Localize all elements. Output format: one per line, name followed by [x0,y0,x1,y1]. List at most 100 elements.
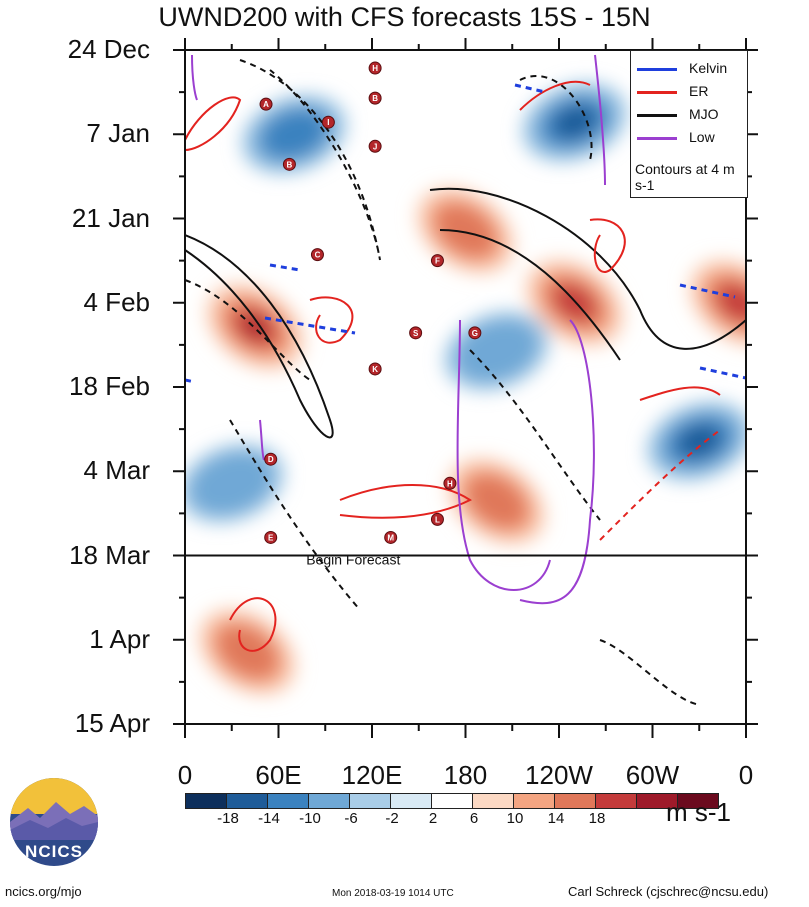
storm-marker: F [430,254,444,268]
storm-marker: J [368,139,382,153]
anomaly-patch [435,203,496,258]
footer-credit: Carl Schreck (cjschrec@ncsu.edu) [568,884,769,899]
storm-marker: S [409,326,423,340]
storm-marker-dot [468,326,482,340]
storm-marker-code: A [263,100,269,109]
y-tick-label: 1 Apr [89,623,150,654]
storm-marker-dot [384,530,398,544]
legend-item: ER [631,82,747,102]
logo-text: NCICS [25,842,83,861]
contour-kelvin [269,263,301,272]
legend-swatch [637,91,677,94]
y-tick-label: 24 Dec [67,34,150,64]
colorbar-swatch [472,793,514,809]
anomaly-patch [718,285,746,321]
legend-item: Kelvin [631,59,747,79]
legend-note: Contours at 4 m s-1 [635,161,735,193]
contour-low [259,419,265,461]
y-tick-label: 15 Apr [74,708,150,738]
contour-er [639,386,721,401]
anomaly-patch [189,450,275,516]
colorbar-swatch [595,793,637,809]
legend-swatch [637,114,677,117]
contour-mjo [439,229,621,361]
y-tick-label: 21 Jan [71,202,150,233]
contour-legend: Kelvin ER MJO Low Contours at 4 m s-1 [630,50,748,198]
contour-mjo [429,187,746,350]
x-tick-label: 0 [177,760,193,790]
footer-url[interactable]: ncics.org/mjo [5,884,82,899]
colorbar-tick-label: -18 [217,810,239,827]
y-tick-label: 4 Mar [83,455,150,486]
contour-er [519,80,591,111]
storm-marker-dot [409,326,423,340]
storm-marker: E [264,530,278,544]
storm-marker-dot [282,157,296,171]
colorbar [185,793,719,809]
chart-title: UWND200 with CFS forecasts 15S - 15N [158,2,651,32]
anomaly-patch [262,110,327,159]
storm-marker-dot [259,97,273,111]
y-tick-label: 18 Feb [69,371,150,401]
contour-mjo [185,279,311,381]
contour-er [589,218,626,273]
contour-low [519,319,595,605]
storm-marker-code: M [387,533,394,542]
contour-er [599,429,721,541]
storm-marker: L [430,512,444,526]
contour-er [185,96,242,151]
ncics-logo: NCICS [10,778,98,866]
colorbar-tick-label: -14 [258,810,280,827]
colorbar-swatch [513,793,555,809]
x-tick-label: 60E [255,760,302,790]
storm-marker-code: G [472,329,478,338]
storm-marker-code: B [372,94,378,103]
storm-marker-dot [443,476,457,490]
storm-marker-code: S [413,329,419,338]
storm-marker-dot [264,452,278,466]
storm-marker-code: D [268,455,274,464]
storm-marker: H [368,61,382,75]
legend-label: MJO [689,106,719,122]
legend-label: Low [689,129,715,145]
storm-marker-code: C [315,251,321,260]
colorbar-swatch [185,793,227,809]
colorbar-tick-label: 18 [588,810,606,827]
anomaly-patch [466,474,527,528]
storm-marker: I [321,115,335,129]
x-tick-label: 120W [525,760,593,790]
storm-marker-dot [368,139,382,153]
storm-marker: B [282,157,296,171]
storm-marker: K [368,362,382,376]
storm-marker-code: E [268,533,274,542]
legend-item: Low [631,128,747,148]
storm-marker: A [259,97,273,111]
colorbar-tick-label: 14 [547,810,565,827]
colorbar-swatch [390,793,432,809]
storm-marker: D [264,452,278,466]
storm-marker-dot [368,91,382,105]
storm-marker: C [310,248,324,262]
contour-kelvin [264,316,356,335]
anomaly-patch [553,106,596,139]
colorbar-tick-label: -2 [385,810,399,827]
storm-marker-code: F [435,257,440,266]
colorbar-tick-label: 6 [469,810,479,827]
contour-mjo [519,75,593,161]
legend-label: ER [689,83,709,99]
contour-er [339,484,472,519]
y-tick-label: 7 Jan [86,118,150,149]
storm-marker-dot [430,254,444,268]
x-tick-label: 120E [341,760,403,790]
contour-kelvin [514,83,546,94]
storm-marker-code: B [287,160,293,169]
anomaly-patch [217,625,278,679]
contour-kelvin [185,378,196,384]
legend-item: MJO [631,105,747,125]
contour-er [309,296,354,344]
colorbar-tick-label: -6 [344,810,358,827]
colorbar-swatch [267,793,309,809]
contour-low [456,319,551,591]
storm-marker-code: H [447,479,453,488]
storm-marker-code: J [373,142,377,151]
